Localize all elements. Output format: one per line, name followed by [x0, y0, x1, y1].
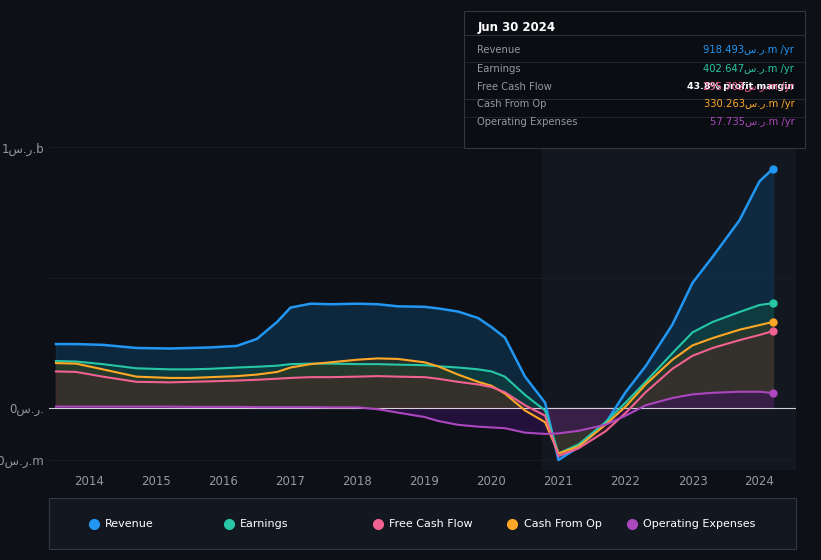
Text: 43.8% profit margin: 43.8% profit margin: [687, 82, 795, 91]
Text: 918.493س.ر.m /yr: 918.493س.ر.m /yr: [704, 45, 795, 55]
Text: Earnings: Earnings: [240, 519, 288, 529]
Text: 295.702س.ر.m /yr: 295.702س.ر.m /yr: [704, 82, 795, 92]
Text: Operating Expenses: Operating Expenses: [478, 118, 578, 127]
Text: Operating Expenses: Operating Expenses: [643, 519, 755, 529]
FancyBboxPatch shape: [464, 11, 805, 148]
Text: Earnings: Earnings: [478, 64, 521, 74]
Text: Jun 30 2024: Jun 30 2024: [478, 21, 556, 34]
Bar: [542, 134, 796, 470]
Text: Cash From Op: Cash From Op: [524, 519, 602, 529]
FancyBboxPatch shape: [49, 498, 796, 549]
Text: Revenue: Revenue: [478, 45, 521, 55]
Text: Revenue: Revenue: [105, 519, 154, 529]
Text: Free Cash Flow: Free Cash Flow: [389, 519, 473, 529]
Text: 330.263س.ر.m /yr: 330.263س.ر.m /yr: [704, 100, 795, 110]
Text: 402.647س.ر.m /yr: 402.647س.ر.m /yr: [704, 64, 795, 74]
Text: Cash From Op: Cash From Op: [478, 100, 547, 110]
Text: 57.735س.ر.m /yr: 57.735س.ر.m /yr: [709, 118, 795, 127]
Text: Free Cash Flow: Free Cash Flow: [478, 82, 553, 92]
